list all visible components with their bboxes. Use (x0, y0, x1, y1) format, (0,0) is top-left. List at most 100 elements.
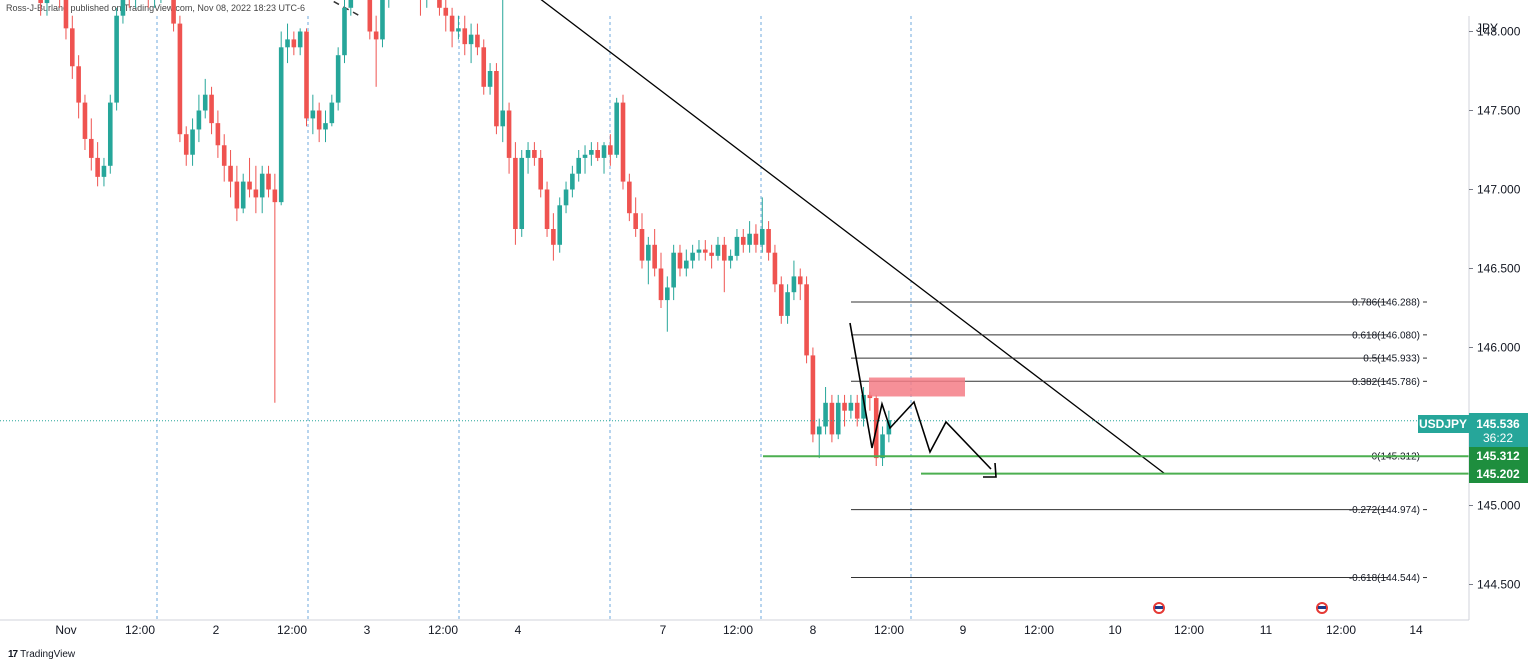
tradingview-logo-icon: 17 (8, 649, 18, 660)
price-tick-label: 147.500 (1477, 104, 1521, 118)
candle (380, 0, 385, 40)
candle (740, 236, 746, 245)
candle (253, 189, 259, 198)
candle (861, 394, 866, 419)
candle (810, 355, 816, 435)
candle (215, 123, 221, 146)
symbol-tag (1418, 415, 1469, 433)
candle (437, 0, 442, 8)
candle (551, 229, 556, 245)
candle (797, 276, 803, 285)
time-tick-label: 2 (213, 623, 220, 637)
candle (639, 229, 645, 261)
candle (443, 7, 449, 16)
time-tick-label: 11 (1260, 623, 1273, 637)
candle (513, 157, 518, 229)
candle (475, 34, 480, 48)
candle (487, 71, 493, 87)
candle (595, 150, 600, 158)
time-axis-ticks: Nov 12:00 2 12:00 3 12:00 4 7 12:00 8 12:00 9 12:00 1… (55, 623, 1423, 637)
candle (791, 276, 797, 293)
time-tick-label: Nov (55, 623, 76, 637)
footer: 17 TradingView (8, 649, 75, 660)
candle (70, 28, 75, 67)
candle (532, 150, 537, 158)
candle (835, 402, 841, 435)
candle (468, 34, 474, 45)
time-tick-label: 12:00 (428, 623, 458, 637)
candle (677, 252, 683, 269)
time-tick-label: 12:00 (1174, 623, 1204, 637)
candle (114, 15, 119, 103)
fib-label: 0.382(145.786) (1352, 377, 1420, 388)
fibonacci-levels[interactable]: 0.786(146.288) 0.618(146.080) 0.5(145.933)… (851, 297, 1427, 584)
candle (506, 110, 512, 158)
time-tick-label: 10 (1108, 623, 1122, 637)
price-axis-bg (1469, 16, 1536, 616)
candle (842, 402, 847, 411)
currency-label: JPY (1476, 21, 1498, 35)
candle (449, 15, 455, 32)
time-tick-label: 8 (810, 623, 817, 637)
candle (519, 157, 525, 229)
candle (335, 55, 341, 103)
countdown-value: 36:22 (1483, 431, 1513, 445)
candle (747, 233, 752, 245)
support-tag-value: 145.202 (1476, 467, 1520, 481)
time-tick-label: 9 (960, 623, 967, 637)
price-tick-label: 145.000 (1477, 499, 1521, 513)
candle (494, 71, 499, 127)
candle (247, 181, 252, 190)
fib-label: 0.618(146.080) (1352, 330, 1420, 341)
candle (177, 23, 183, 135)
candle (563, 189, 569, 206)
us-flag-icon[interactable] (1316, 602, 1328, 614)
candle (684, 260, 689, 269)
candle (348, 0, 354, 8)
candle (101, 165, 107, 177)
candle (234, 181, 240, 209)
candle (259, 173, 265, 198)
time-tick-label: 12:00 (277, 623, 307, 637)
candle (652, 244, 657, 269)
candle (278, 47, 284, 203)
candle (304, 31, 309, 119)
candle (367, 0, 373, 32)
candle (190, 129, 195, 155)
candle (266, 173, 271, 190)
candle (646, 244, 651, 261)
supply-zone[interactable] (869, 377, 965, 397)
time-tick-label: 7 (660, 623, 667, 637)
candle (82, 102, 88, 139)
candle (721, 244, 727, 261)
time-tick-label: 12:00 (1024, 623, 1054, 637)
candle (709, 252, 714, 256)
candle (620, 102, 626, 182)
candle (202, 94, 208, 111)
candles (38, 0, 892, 466)
support-tag-value: 145.312 (1476, 449, 1520, 463)
price-projection-path[interactable] (849, 322, 992, 470)
candle (582, 154, 588, 158)
price-tick-label: 148.000 (1477, 25, 1521, 39)
candle (120, 0, 126, 16)
candle (715, 244, 721, 256)
candle (525, 150, 531, 158)
us-flag-icon[interactable] (1153, 602, 1165, 614)
time-tick-label: 14 (1409, 623, 1423, 637)
candle (291, 39, 297, 48)
candle (665, 287, 670, 301)
candle (538, 157, 544, 190)
candle (816, 426, 822, 435)
candle (671, 252, 676, 288)
candle (772, 252, 778, 285)
fib-label: 0.786(146.288) (1352, 297, 1420, 308)
descending-trendline[interactable] (475, 0, 1166, 475)
candle (785, 292, 790, 316)
rising-dashed-trendline[interactable] (6, 0, 361, 17)
candle (500, 110, 506, 127)
candle (766, 229, 771, 253)
candle (753, 233, 759, 245)
time-tick-label: 4 (515, 623, 522, 637)
